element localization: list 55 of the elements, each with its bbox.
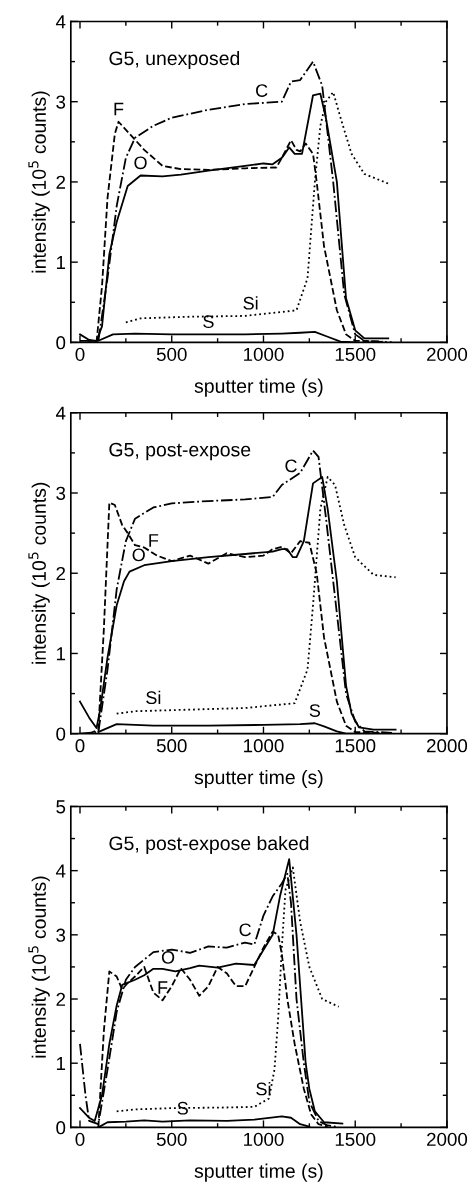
x-tick-label: 1500	[335, 739, 376, 753]
x-tick-label: 2000	[427, 739, 468, 753]
x-tick-label: 500	[156, 1132, 187, 1147]
y-axis-title: intensity (10$^{5}$ counts)	[28, 482, 50, 664]
y-tick-label: 0	[56, 1121, 66, 1135]
annotation: O	[161, 951, 175, 964]
x-tick-label: 1000	[244, 347, 284, 362]
annotation: F	[158, 981, 168, 994]
annotation: Si	[256, 1082, 271, 1096]
x-tick-label: 2000	[427, 347, 468, 362]
annotation: S	[177, 1101, 188, 1115]
y-tick-label: 2	[56, 992, 66, 1006]
y-axis-title: intensity (10$^{5}$ counts)	[28, 876, 50, 1058]
y-axis-title: intensity (10$^{5}$ counts)	[28, 91, 50, 273]
annotation: S	[203, 315, 214, 329]
x-tick-label: 2000	[427, 1132, 468, 1147]
y-tick-label: 4	[55, 864, 66, 878]
annotation: Si	[146, 690, 161, 705]
x-tick-label: 500	[156, 347, 187, 362]
y-tick-label: 0	[56, 336, 66, 350]
x-tick-label: 500	[156, 739, 187, 753]
y-tick-label: 3	[56, 95, 66, 109]
x-axis-title: sputter time (s)	[194, 1163, 323, 1182]
y-tick-label: 0	[56, 727, 66, 741]
y-tick-label: 4	[55, 15, 66, 29]
x-tick-label: 1000	[244, 739, 284, 753]
x-tick-label: 0	[75, 1132, 85, 1147]
annotation: F	[149, 534, 159, 547]
annotation: Si	[243, 296, 258, 310]
y-tick-label: 2	[56, 566, 66, 581]
x-tick-label: 0	[75, 347, 85, 362]
text: G5, post-expose baked	[109, 835, 309, 855]
x-tick-label: 0	[75, 739, 85, 753]
y-tick-label: 1	[56, 256, 66, 269]
y-tick-label: 5	[56, 800, 66, 814]
y-tick-label: 3	[56, 928, 66, 942]
text: G5, unexposed	[109, 50, 240, 70]
y-tick-label: 3	[56, 486, 66, 500]
y-tick-label: 2	[56, 175, 66, 189]
y-tick-label: 4	[55, 406, 66, 420]
x-axis-title: sputter time (s)	[194, 769, 323, 789]
annotation: O	[132, 548, 145, 562]
y-tick-label: 1	[56, 1057, 66, 1070]
annotation: S	[309, 704, 321, 717]
annotation: F	[114, 102, 124, 116]
annotation: C	[285, 459, 297, 473]
annotation: C	[256, 84, 268, 97]
x-tick-label: 1500	[335, 1132, 376, 1147]
text: G5, post-expose	[109, 442, 251, 461]
y-tick-label: 1	[56, 647, 66, 661]
x-tick-label: 1500	[335, 347, 376, 362]
annotation: O	[134, 156, 147, 170]
x-axis-title: sputter time (s)	[194, 378, 323, 397]
x-tick-label: 1000	[244, 1132, 284, 1147]
annotation: C	[239, 923, 251, 937]
